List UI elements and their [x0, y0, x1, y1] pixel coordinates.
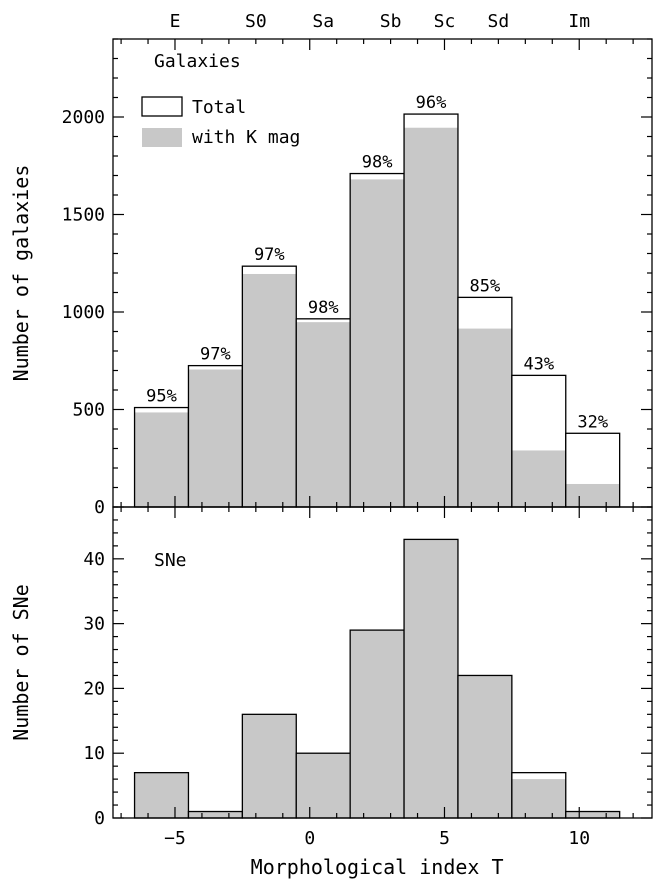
kmag-bar — [188, 811, 243, 818]
kmag-bar — [134, 772, 189, 818]
kmag-bar — [242, 273, 297, 507]
morph-type-label: Sa — [312, 11, 334, 32]
kmag-bar — [457, 328, 512, 507]
kmag-bar — [511, 450, 566, 507]
kmag-bar — [296, 322, 351, 507]
y-tick-label: 0 — [94, 808, 105, 829]
x-tick-label: 0 — [304, 828, 315, 849]
y-tick-label: 2000 — [62, 107, 105, 128]
kmag-bar — [242, 714, 297, 818]
kmag-bar — [511, 779, 566, 818]
y-tick-label: 20 — [83, 678, 105, 699]
morph-type-label: Sd — [488, 11, 510, 32]
kmag-bar — [134, 412, 189, 507]
kmag-bar — [565, 483, 620, 507]
x-tick-label: 10 — [568, 828, 590, 849]
y-tick-label: 1500 — [62, 205, 105, 226]
morph-type-label: Im — [568, 11, 590, 32]
panel-annotation: Galaxies — [154, 51, 241, 72]
morph-type-label: S0 — [245, 11, 267, 32]
percent-label: 98% — [308, 298, 339, 318]
y-tick-label: 10 — [83, 743, 105, 764]
percent-label: 85% — [470, 276, 501, 296]
kmag-bar — [404, 539, 458, 818]
kmag-bar — [565, 811, 620, 818]
morph-type-label: Sb — [380, 11, 402, 32]
percent-label: 98% — [362, 153, 393, 173]
percent-label: 32% — [577, 412, 608, 432]
y-axis-label: Number of SNe — [9, 584, 33, 741]
legend-label-total: Total — [192, 97, 246, 118]
kmag-bar — [404, 127, 458, 507]
kmag-bar — [188, 369, 243, 507]
legend-swatch-total — [141, 96, 183, 117]
y-tick-label: 0 — [94, 497, 105, 518]
percent-label: 96% — [416, 93, 447, 113]
legend-label-kmag: with K mag — [192, 127, 300, 148]
y-tick-label: 30 — [83, 614, 105, 635]
x-tick-label: −5 — [164, 828, 186, 849]
kmag-bar — [296, 753, 351, 818]
kmag-bar — [350, 179, 405, 507]
percent-label: 97% — [200, 345, 231, 365]
y-tick-label: 500 — [72, 400, 105, 421]
kmag-bar — [457, 675, 512, 818]
y-axis-label: Number of galaxies — [9, 165, 33, 382]
x-axis-label: Morphological index T — [251, 855, 504, 879]
percent-label: 97% — [254, 245, 285, 265]
y-tick-label: 1000 — [62, 302, 105, 323]
kmag-bar — [350, 630, 405, 818]
x-tick-label: 5 — [439, 828, 450, 849]
morph-type-label: E — [170, 11, 181, 32]
y-tick-label: 40 — [83, 549, 105, 570]
panel-annotation: SNe — [154, 550, 187, 571]
legend-swatch-kmag — [142, 128, 182, 147]
percent-label: 43% — [523, 354, 554, 374]
percent-label: 95% — [146, 387, 177, 407]
morph-type-label: Sc — [434, 11, 456, 32]
